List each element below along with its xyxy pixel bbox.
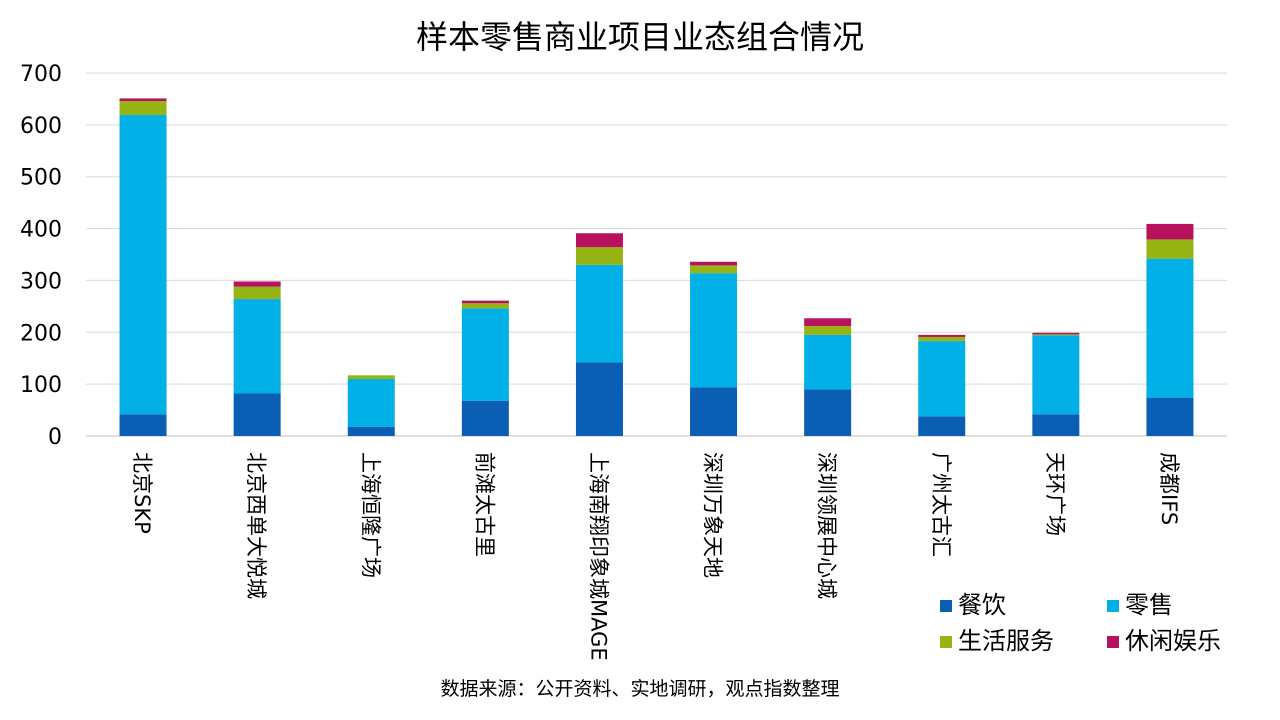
bar-segment (233, 299, 281, 394)
bar-segment (1146, 223, 1194, 240)
y-tick-label: 200 (20, 321, 62, 346)
bar-segment (918, 416, 966, 436)
bar-segment (690, 265, 738, 274)
x-axis: 北京SKP 北京西单大悦城 上海恒隆广场 前滩太古里 上海南翔印象城MAGE 深圳万象天地… (130, 452, 1181, 661)
bar-segment (347, 426, 395, 436)
bar-segment (804, 326, 852, 335)
bar-segment (575, 247, 623, 265)
bar-segment (690, 261, 738, 266)
bar-segment (119, 115, 167, 415)
category-label: 前滩太古里 (472, 452, 496, 557)
y-tick-label: 300 (20, 269, 62, 294)
y-tick-label: 400 (20, 218, 62, 243)
bar-segment (690, 273, 738, 388)
legend-label: 生活服务 (958, 627, 1054, 655)
legend-label: 餐饮 (958, 591, 1006, 619)
bar-segment (918, 336, 966, 342)
category-label: 北京西单大悦城 (244, 452, 268, 599)
y-tick-label: 700 (20, 62, 62, 87)
bar-segment (233, 281, 281, 287)
bar-segment (804, 318, 852, 327)
category-label: 天环广场 (1043, 452, 1067, 536)
bar-segment (233, 286, 281, 300)
y-tick-label: 600 (20, 114, 62, 139)
bar-segment (575, 264, 623, 363)
y-tick-label: 500 (20, 166, 62, 191)
category-label: 上海恒隆广场 (358, 452, 382, 578)
bars (119, 98, 1194, 436)
bar-segment (1146, 239, 1194, 259)
category-label: 深圳领展中心城 (815, 452, 839, 599)
legend-label: 零售 (1125, 591, 1173, 619)
bar-segment (347, 375, 395, 379)
bar-segment (1146, 397, 1194, 436)
bar-segment (1032, 332, 1080, 335)
bar-segment (690, 387, 738, 436)
bar-segment (575, 233, 623, 248)
bar-segment (575, 362, 623, 436)
bar-segment (1032, 335, 1080, 415)
category-label: 北京SKP (130, 452, 154, 534)
bar-segment (461, 308, 509, 401)
bar-segment (1032, 414, 1080, 436)
legend-swatch (1107, 600, 1119, 612)
bar-segment (918, 334, 966, 337)
chart-title: 样本零售商业项目业态组合情况 (416, 18, 864, 56)
category-label: 广州太古汇 (929, 452, 953, 557)
bar-segment (1032, 334, 1080, 336)
bar-segment (233, 393, 281, 436)
bar-segment (804, 334, 852, 390)
bar-segment (119, 101, 167, 116)
bar-segment (461, 400, 509, 436)
bar-segment (918, 341, 966, 417)
legend-swatch (940, 600, 952, 612)
y-axis: 0 100 200 300 400 500 600 700 (20, 62, 62, 450)
bar-segment (347, 378, 395, 427)
category-label: 深圳万象天地 (701, 452, 725, 578)
y-tick-label: 0 (48, 425, 62, 450)
legend-swatch (1107, 636, 1119, 648)
category-label: 上海南翔印象城MAGE (586, 452, 610, 661)
bar-segment (1146, 258, 1194, 398)
legend-swatch (940, 636, 952, 648)
bar-segment (119, 98, 167, 102)
category-label: 成都IFS (1157, 452, 1181, 525)
bar-segment (461, 300, 509, 304)
bar-segment (119, 414, 167, 436)
y-tick-label: 100 (20, 373, 62, 398)
source-note: 数据来源：公开资料、实地调研，观点指数整理 (440, 678, 839, 700)
bar-segment (461, 303, 509, 309)
legend-label: 休闲娱乐 (1125, 627, 1221, 655)
bar-segment (804, 389, 852, 436)
